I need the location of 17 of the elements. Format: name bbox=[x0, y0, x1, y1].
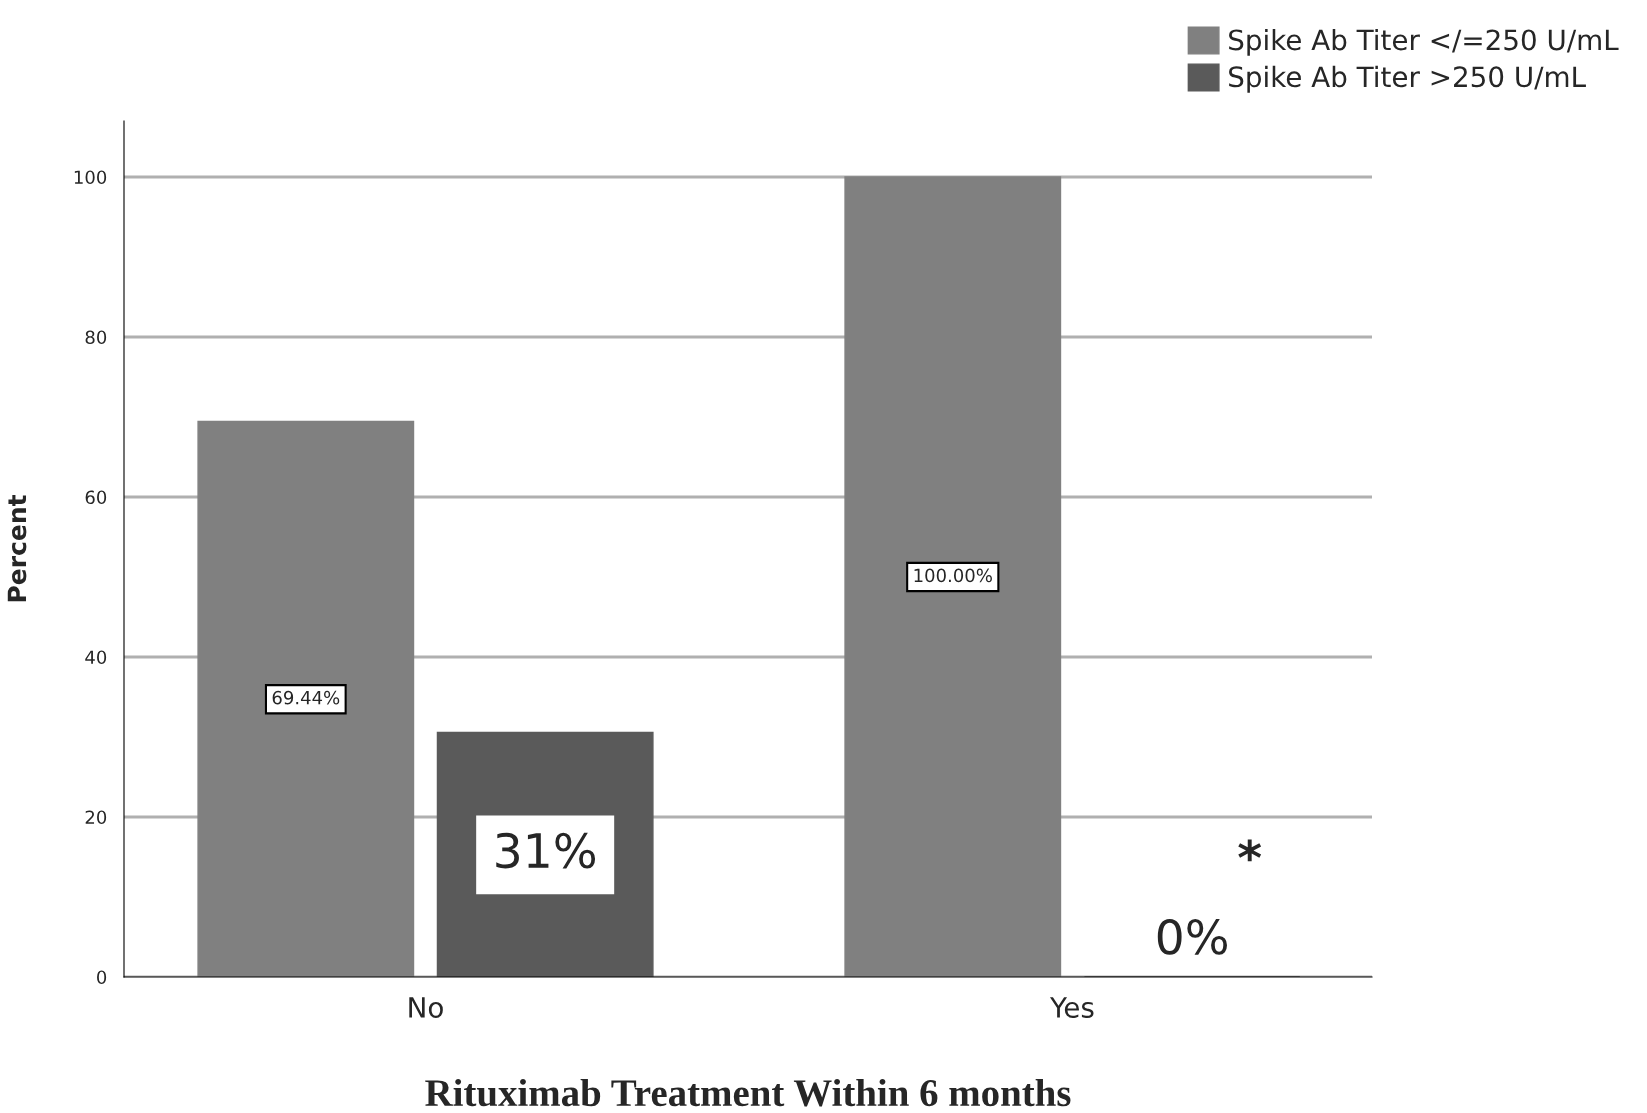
y-tick-label: 100 bbox=[74, 170, 107, 185]
x-axis-title: Rituximab Treatment Within 6 months bbox=[425, 1078, 1071, 1107]
y-tick-label: 60 bbox=[85, 490, 107, 505]
y-tick-label: 20 bbox=[85, 810, 107, 825]
data-label: 0% bbox=[1157, 918, 1227, 955]
x-tick-label: No bbox=[409, 997, 443, 1018]
data-label: 31% bbox=[496, 832, 596, 869]
annotation: * bbox=[1238, 839, 1262, 862]
data-label: 69.44% bbox=[272, 690, 340, 705]
y-tick-label: 0 bbox=[97, 970, 107, 985]
legend-label: Spike Ab Titer </=250 U/mL bbox=[1229, 28, 1619, 56]
y-tick-label: 80 bbox=[85, 330, 107, 345]
data-label: 100.00% bbox=[914, 568, 992, 583]
y-tick-label: 40 bbox=[85, 650, 107, 665]
y-axis-title: Percent bbox=[7, 495, 27, 602]
legend-label: Spike Ab Titer >250 U/mL bbox=[1229, 65, 1586, 93]
x-tick-label: Yes bbox=[1049, 997, 1094, 1018]
